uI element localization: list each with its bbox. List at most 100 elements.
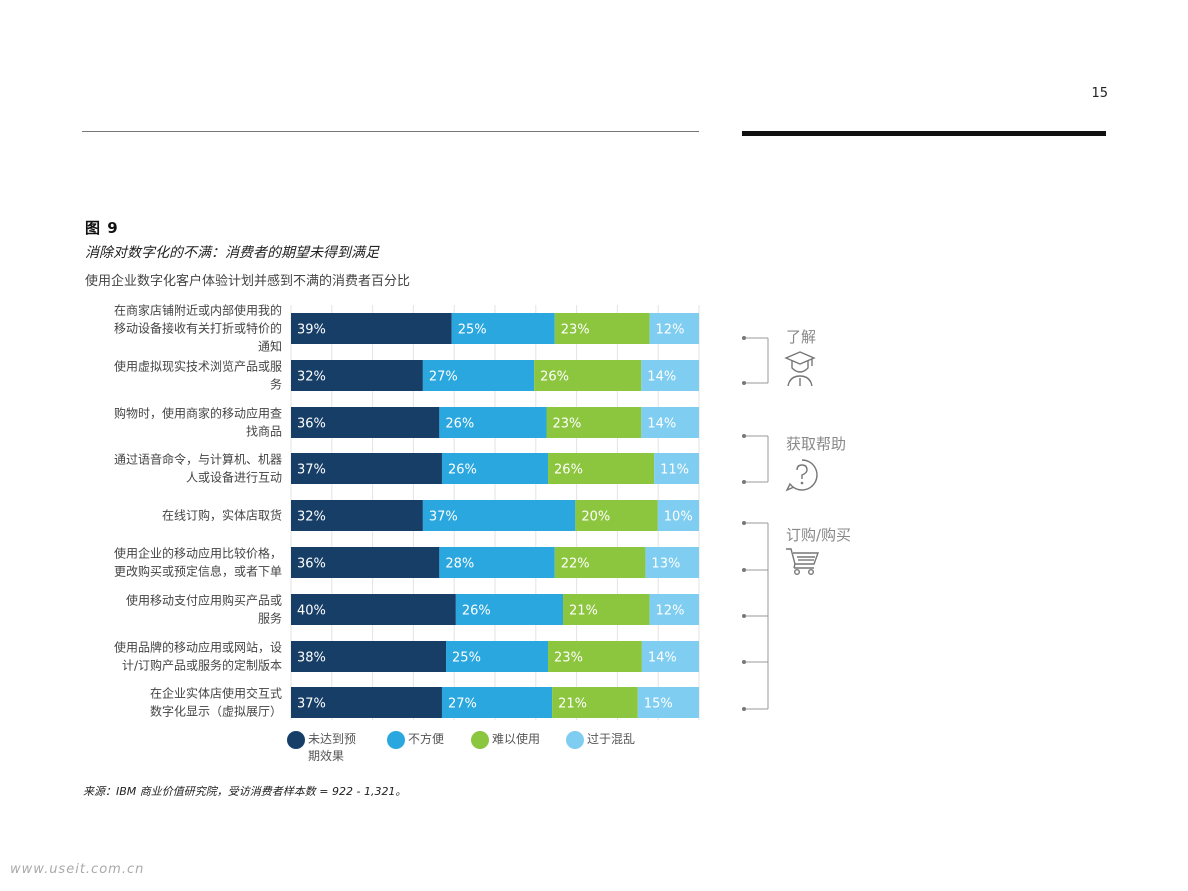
legend-item: 过于混乱 xyxy=(566,731,635,749)
bar-segment xyxy=(649,594,699,625)
legend-swatch xyxy=(387,731,405,749)
bar-value-label: 14% xyxy=(647,370,676,385)
category-label: 使用品牌的移动应用或网站，设计/订购产品或服务的定制版本 xyxy=(114,640,282,673)
bar-segment xyxy=(291,500,423,531)
bar-value-label: 39% xyxy=(297,323,326,338)
bar-segment xyxy=(649,313,699,344)
category-label: 使用虚拟现实技术浏览产品或服务 xyxy=(114,359,282,392)
bar-segment xyxy=(563,594,650,625)
legend-item: 不方便 xyxy=(387,731,444,749)
header-rule-right xyxy=(742,131,1106,136)
graduate-icon xyxy=(784,351,816,387)
bar-segment xyxy=(546,407,642,438)
legend-label: 过于混乱 xyxy=(587,732,636,746)
category-label: 在企业实体店使用交互式数字化显示（虚拟展厅） xyxy=(150,686,282,719)
figure-subtitle: 使用企业数字化客户体验计划并感到不满的消费者百分比 xyxy=(85,274,411,289)
legend-swatch xyxy=(287,731,305,749)
page-number: 15 xyxy=(1091,86,1108,101)
figure-source: 来源：IBM 商业价值研究院，受访消费者样本数 = 922 - 1,321。 xyxy=(83,785,407,798)
bar-value-label: 26% xyxy=(445,417,474,432)
bar-segment xyxy=(439,407,547,438)
sidebar-item-order-buy: 订购/购买 xyxy=(786,526,852,544)
bar-value-label: 12% xyxy=(656,604,685,619)
bar-value-label: 37% xyxy=(297,463,326,478)
bar-value-label: 38% xyxy=(297,651,326,666)
bar-value-label: 27% xyxy=(448,697,477,712)
bar-value-label: 12% xyxy=(656,323,685,338)
bar-value-label: 20% xyxy=(581,510,610,525)
bar-value-label: 14% xyxy=(647,417,676,432)
bar-value-label: 13% xyxy=(651,557,680,572)
category-label: 购物时，使用商家的移动应用查找商品 xyxy=(114,406,282,439)
bar-value-label: 23% xyxy=(561,323,590,338)
bar-value-label: 27% xyxy=(429,370,458,385)
bar-value-label: 23% xyxy=(554,651,583,666)
watermark: www.useit.com.cn xyxy=(10,862,145,877)
question-icon xyxy=(785,459,818,492)
sidebar-bracket-lines xyxy=(742,336,769,711)
bar-segment xyxy=(548,453,655,484)
sidebar-item-understand: 了解 xyxy=(786,328,817,346)
legend-swatch xyxy=(471,731,489,749)
bar-segment xyxy=(641,407,699,438)
bar-segment xyxy=(575,500,658,531)
bar-value-label: 14% xyxy=(648,651,677,666)
bar-value-label: 21% xyxy=(569,604,598,619)
bar-value-label: 10% xyxy=(664,510,693,525)
bar-segment xyxy=(291,313,452,344)
bar-value-label: 26% xyxy=(462,604,491,619)
bar-segment xyxy=(291,687,442,718)
shopping-cart-icon xyxy=(786,548,819,576)
legend-swatch xyxy=(566,731,584,749)
bar-value-label: 23% xyxy=(553,417,582,432)
bar-value-label: 11% xyxy=(660,463,689,478)
legend-item: 未达到预 期效果 xyxy=(287,731,356,765)
header-rule-left xyxy=(82,131,699,132)
figure-title: 消除对数字化的不满：消费者的期望未得到满足 xyxy=(85,245,379,261)
bar-segment xyxy=(641,360,699,391)
legend-label: 难以使用 xyxy=(492,732,541,746)
category-label: 在线订购，实体店取货 xyxy=(162,508,282,523)
sidebar-item-get-help: 获取帮助 xyxy=(786,435,847,453)
bar-value-label: 26% xyxy=(554,463,583,478)
bar-value-label: 37% xyxy=(297,697,326,712)
bar-segment xyxy=(446,641,549,672)
bar-segment xyxy=(441,687,553,718)
legend-label: 不方便 xyxy=(408,732,445,746)
bar-value-label: 22% xyxy=(561,557,590,572)
bar-value-label: 15% xyxy=(644,697,673,712)
bar-value-label: 36% xyxy=(297,557,326,572)
bar-segment xyxy=(534,360,642,391)
bar-segment xyxy=(441,453,549,484)
bar-value-label: 28% xyxy=(445,557,474,572)
bar-value-label: 25% xyxy=(458,323,487,338)
bar-value-label: 32% xyxy=(297,370,326,385)
bar-segment xyxy=(554,547,646,578)
bar-value-label: 32% xyxy=(297,510,326,525)
bar-value-label: 37% xyxy=(429,510,458,525)
bar-segment xyxy=(291,641,447,672)
bar-segment xyxy=(291,360,423,391)
bar-segment xyxy=(291,547,440,578)
category-label: 通过语音命令，与计算机、机器人或设备进行互动 xyxy=(114,452,282,485)
bar-segment xyxy=(552,687,638,718)
bar-segment xyxy=(657,500,699,531)
bar-segment xyxy=(548,641,642,672)
figure-label: 图 9 xyxy=(85,219,119,237)
category-label: 使用企业的移动应用比较价格，更改购买或预定信息，或者下单 xyxy=(114,546,282,579)
bar-value-label: 21% xyxy=(558,697,587,712)
bar-value-label: 36% xyxy=(297,417,326,432)
bar-segment xyxy=(451,313,555,344)
legend-label: 未达到预 期效果 xyxy=(308,732,357,763)
bar-segment xyxy=(641,641,699,672)
legend-item: 难以使用 xyxy=(471,731,540,749)
bar-segment xyxy=(422,500,576,531)
bar-value-label: 40% xyxy=(297,604,326,619)
bar-segment xyxy=(422,360,535,391)
bar-value-label: 25% xyxy=(452,651,481,666)
bar-segment xyxy=(291,407,440,438)
bar-segment xyxy=(291,453,442,484)
bar-segment xyxy=(554,313,650,344)
category-label: 使用移动支付应用购买产品或服务 xyxy=(126,593,282,626)
